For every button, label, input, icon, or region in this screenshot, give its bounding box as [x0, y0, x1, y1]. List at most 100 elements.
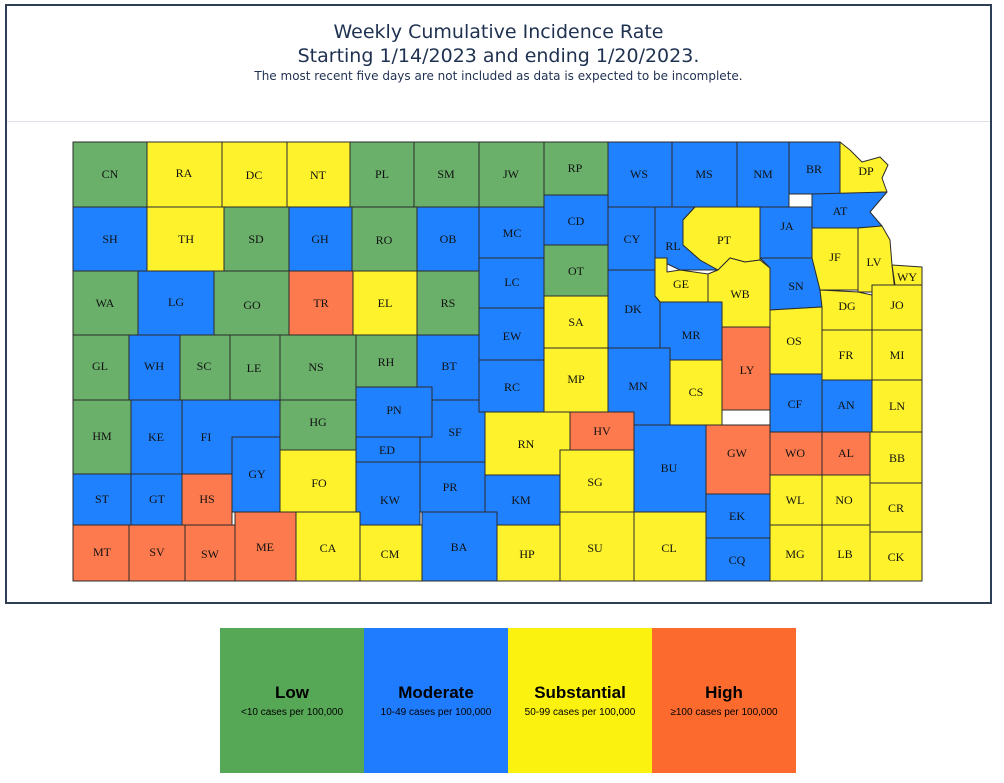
county-label-ws: WS	[630, 167, 648, 181]
county-labels: CN RA DC NT PL SM JW RP WS MS NM BR DP SH TH SD GH RO OB MC…	[92, 161, 917, 567]
county-label-nt: NT	[310, 168, 327, 182]
legend-label: Moderate	[398, 683, 474, 702]
county-label-ln: LN	[889, 399, 905, 413]
county-label-ot: OT	[568, 264, 585, 278]
county-label-ob: OB	[440, 232, 457, 246]
county-label-sd: SD	[248, 232, 264, 246]
county-label-an: AN	[837, 398, 855, 412]
county-label-cr: CR	[888, 501, 904, 515]
county-label-lc: LC	[504, 275, 519, 289]
county-label-gl: GL	[92, 359, 108, 373]
county-label-lv: LV	[867, 255, 882, 269]
county-label-sn: SN	[788, 279, 804, 293]
county-label-cn: CN	[102, 167, 119, 181]
county-label-wl: WL	[786, 493, 805, 507]
county-label-dk: DK	[624, 302, 642, 316]
legend-item-moderate: Moderate 10-49 cases per 100,000	[364, 628, 508, 773]
county-label-le: LE	[247, 361, 262, 375]
county-label-rs: RS	[441, 296, 456, 310]
county-label-ba: BA	[451, 540, 468, 554]
county-label-lb: LB	[837, 547, 852, 561]
county-label-br: BR	[806, 162, 822, 176]
county-label-kw: KW	[380, 493, 401, 507]
legend-item-substantial: Substantial 50-99 cases per 100,000	[508, 628, 652, 773]
legend-item-low: Low <10 cases per 100,000	[220, 628, 364, 773]
county-label-hv: HV	[593, 424, 611, 438]
county-label-jw: JW	[503, 167, 520, 181]
county-label-sm: SM	[437, 167, 455, 181]
county-label-sv: SV	[149, 545, 165, 559]
county-label-al: AL	[838, 446, 854, 460]
county-label-cq: CQ	[729, 553, 746, 567]
county-label-bu: BU	[661, 461, 678, 475]
county-label-jf: JF	[829, 250, 841, 264]
county-label-fo: FO	[311, 476, 327, 490]
county-label-hm: HM	[92, 429, 112, 443]
legend: Low <10 cases per 100,000 Moderate 10-49 ca…	[220, 628, 796, 773]
county-label-pl: PL	[375, 167, 389, 181]
county-label-ra: RA	[176, 166, 193, 180]
county-label-gh: GH	[311, 232, 329, 246]
county-label-ew: EW	[503, 329, 522, 343]
county-label-ja: JA	[780, 219, 794, 233]
map-subtitle: The most recent five days are not includ…	[254, 69, 743, 83]
county-label-gw: GW	[727, 446, 748, 460]
county-at[interactable]	[811, 191, 888, 229]
county-label-fi: FI	[201, 430, 212, 444]
legend-label: Low	[275, 683, 309, 702]
county-label-mg: MG	[785, 547, 805, 561]
county-ck[interactable]	[869, 531, 923, 582]
legend-label: High	[705, 683, 743, 702]
county-label-cm: CM	[381, 547, 400, 561]
county-label-nm: NM	[753, 167, 773, 181]
county-label-wy: WY	[897, 270, 917, 284]
map-header: Weekly Cumulative Incidence Rate Startin…	[7, 6, 990, 122]
county-label-tr: TR	[313, 296, 328, 310]
county-label-fr: FR	[839, 348, 854, 362]
legend-range: <10 cases per 100,000	[240, 707, 344, 718]
county-label-dp: DP	[858, 164, 874, 178]
county-label-dc: DC	[246, 168, 263, 182]
county-label-sg: SG	[587, 475, 603, 489]
county-label-sc: SC	[197, 359, 212, 373]
county-label-gy: GY	[248, 467, 266, 481]
county-label-sh: SH	[102, 232, 118, 246]
county-label-cd: CD	[568, 214, 585, 228]
county-label-mt: MT	[93, 545, 112, 559]
county-label-ca: CA	[320, 541, 337, 555]
county-label-ed: ED	[379, 443, 395, 457]
county-label-cl: CL	[661, 541, 676, 555]
county-label-st: ST	[95, 492, 110, 506]
county-label-dg: DG	[838, 299, 856, 313]
county-label-sw: SW	[201, 547, 220, 561]
county-label-lg: LG	[168, 295, 184, 309]
county-label-me: ME	[256, 540, 274, 554]
county-label-mc: MC	[503, 226, 522, 240]
county-label-rc: RC	[504, 380, 520, 394]
county-label-rn: RN	[518, 437, 535, 451]
county-label-rp: RP	[568, 161, 583, 175]
county-label-ns: NS	[308, 360, 323, 374]
county-label-wb: WB	[730, 287, 749, 301]
county-label-su: SU	[587, 541, 603, 555]
legend-label: Substantial	[534, 683, 626, 702]
county-shapes	[72, 141, 923, 582]
county-label-mn: MN	[628, 379, 648, 393]
county-label-mp: MP	[567, 372, 585, 386]
county-label-no: NO	[835, 493, 853, 507]
county-label-el: EL	[378, 296, 393, 310]
county-label-bt: BT	[441, 359, 457, 373]
county-label-hs: HS	[199, 492, 214, 506]
county-label-hp: HP	[519, 547, 535, 561]
county-label-ly: LY	[740, 363, 755, 377]
county-label-ms: MS	[695, 167, 712, 181]
legend-item-high: High ≥100 cases per 100,000	[652, 628, 796, 773]
map-title-line-1: Weekly Cumulative Incidence Rate	[333, 21, 664, 43]
county-label-mr: MR	[682, 328, 701, 342]
county-label-wo: WO	[785, 446, 805, 460]
county-label-pt: PT	[717, 233, 732, 247]
county-label-bb: BB	[889, 451, 905, 465]
county-label-ke: KE	[148, 430, 164, 444]
county-label-ck: CK	[888, 550, 905, 564]
county-label-cf: CF	[788, 397, 803, 411]
